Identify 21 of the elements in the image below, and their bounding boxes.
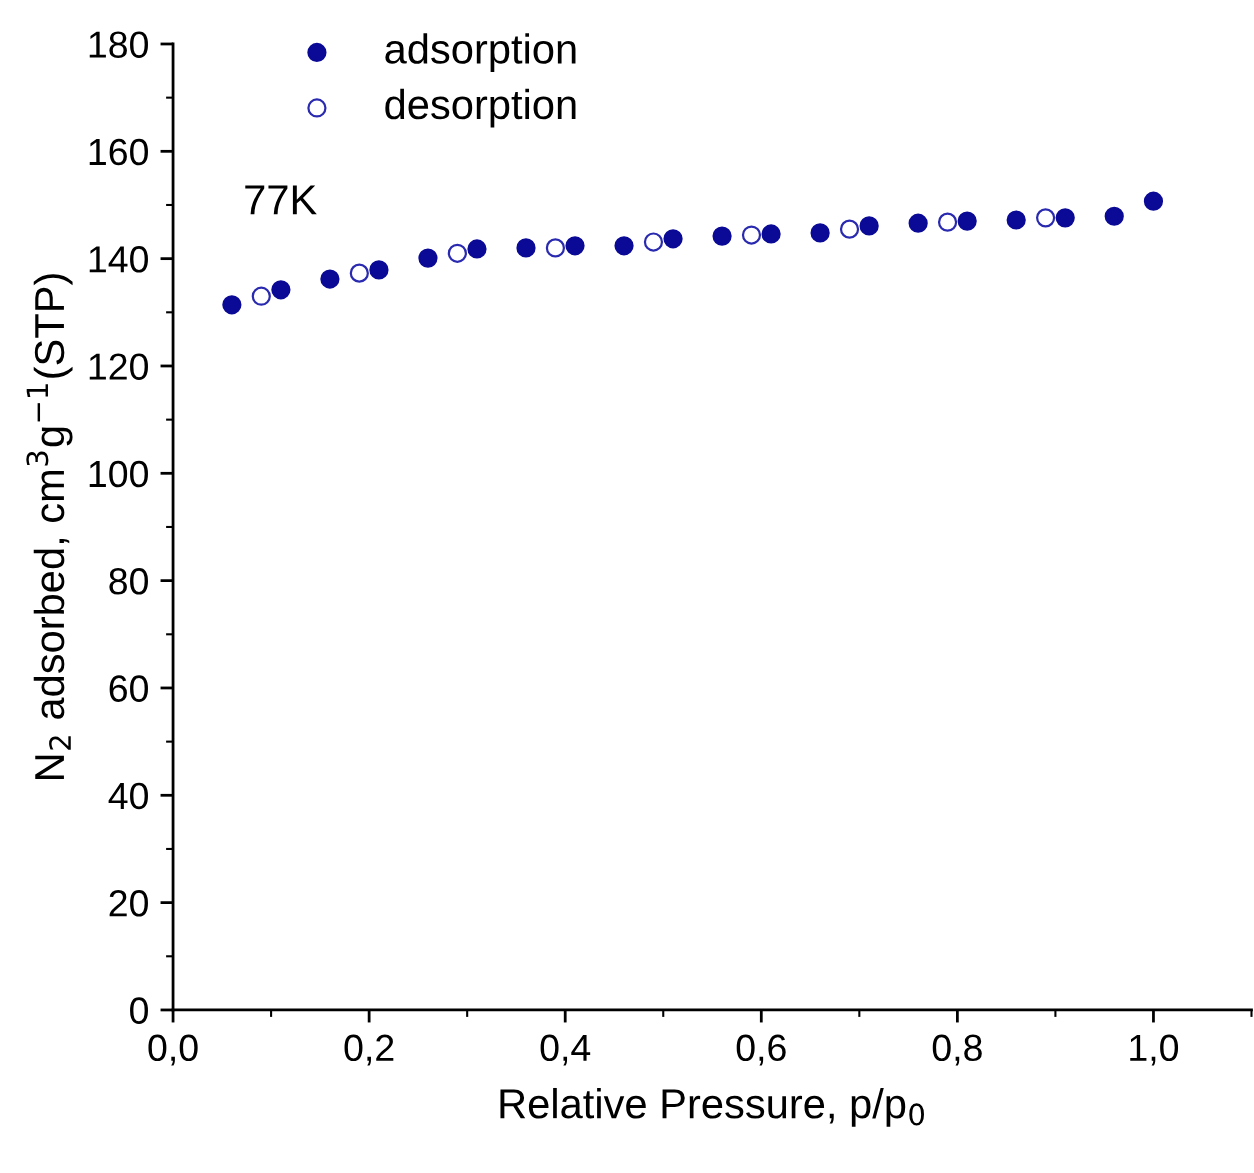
y-axis-title: N$_{2}$ adsorbed, cm$^{3}$g$^{−1}$(STP) [26,274,73,779]
x-tick-label: 0,4 [540,1034,591,1066]
y-tick-label: 80 [109,568,148,595]
x-tick-label: 0,8 [932,1034,982,1066]
y-tick-label: 0 [130,997,148,1024]
y-tick-label: 120 [89,353,148,380]
y-tick-label: 180 [89,31,148,58]
y-tick-label: 160 [89,138,148,166]
y-tick-label: 20 [109,890,148,917]
x-tick-label: 1,0 [1130,1034,1179,1066]
y-tick-label: 60 [109,675,148,702]
x-axis-title: Relative Pressure, p/p$_{0}$ [500,1087,924,1127]
x-tick-label: 0,2 [344,1034,394,1066]
annotation: 77K [245,185,317,215]
legend-label: desorption [385,88,576,128]
y-tick-label: 100 [89,460,148,488]
x-tick-label: 0,0 [148,1034,198,1066]
y-tick-label: 40 [108,782,148,810]
x-tick-label: 0,6 [736,1034,786,1066]
y-tick-label: 140 [89,246,148,273]
legend-label: adsorption [385,33,576,73]
